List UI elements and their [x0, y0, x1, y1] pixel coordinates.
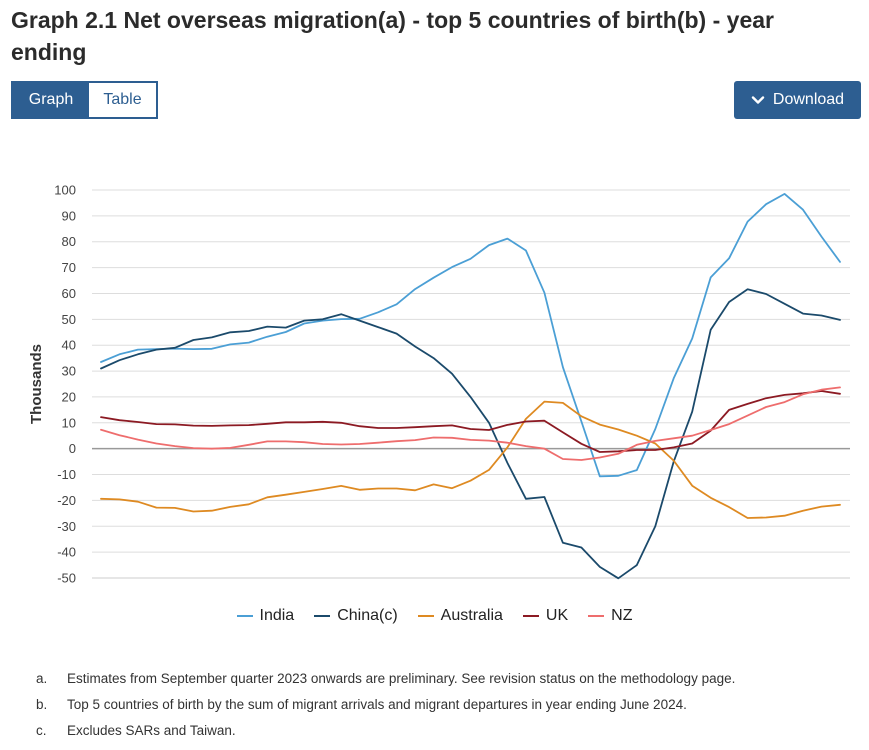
y-tick-label: -20 [57, 493, 76, 508]
legend-item-china[interactable]: China(c) [314, 607, 398, 625]
y-axis-label: Thousands [28, 344, 45, 424]
graph-tab[interactable]: Graph [13, 83, 89, 117]
footnote-c: c. Excludes SARs and Taiwan. [36, 722, 735, 748]
legend-item-india[interactable]: India [236, 607, 295, 625]
x-tick-label: Jun-22 [672, 588, 712, 590]
series-line-nz [100, 386, 841, 461]
footnote-b: b. Top 5 countries of birth by the sum o… [36, 696, 735, 722]
y-tick-label: -10 [57, 467, 76, 482]
legend-item-nz[interactable]: NZ [588, 607, 632, 625]
y-tick-label: -50 [57, 571, 76, 586]
table-tab[interactable]: Table [89, 83, 156, 117]
view-toggle: Graph Table [11, 81, 158, 119]
y-tick-label: 80 [62, 234, 76, 249]
y-tick-label: -40 [57, 545, 76, 560]
legend-label-india: India [259, 607, 295, 624]
line-chart: 1009080706050403020100-10-20-30-40-50Jun… [28, 183, 860, 591]
page-title: Graph 2.1 Net overseas migration(a) - to… [11, 7, 774, 65]
series-line-china-c [100, 288, 841, 580]
legend-swatch-nz [588, 615, 605, 617]
footnote-text: Top 5 countries of birth by the sum of m… [67, 697, 687, 712]
series-line-australia [100, 400, 841, 519]
series-line-uk [100, 390, 841, 453]
download-label: Download [772, 91, 845, 108]
legend-label-nz: NZ [611, 607, 633, 624]
x-tick-label: Jun-20 [525, 588, 565, 590]
x-tick-label: Jun-14 [81, 588, 121, 590]
download-button[interactable]: Download [734, 81, 861, 119]
y-tick-label: 30 [62, 364, 76, 379]
y-tick-label: -30 [57, 519, 76, 534]
legend-label-china: China(c) [337, 607, 398, 624]
footnotes: a. Estimates from September quarter 2023… [36, 670, 735, 748]
y-tick-label: 50 [62, 312, 76, 327]
legend-swatch-india [236, 615, 253, 617]
footnote-marker: a. [36, 671, 48, 686]
footnote-a: a. Estimates from September quarter 2023… [36, 670, 735, 696]
x-tick-label: Jun-18 [377, 588, 417, 590]
y-tick-label: 100 [54, 183, 76, 198]
legend-swatch-australia [417, 615, 434, 617]
y-tick-label: 10 [62, 415, 76, 430]
legend-label-australia: Australia [440, 607, 503, 624]
footnote-text: Estimates from September quarter 2023 on… [67, 671, 736, 686]
chevron-down-icon [751, 96, 765, 104]
legend-label-uk: UK [545, 607, 569, 624]
legend-swatch-uk [522, 615, 539, 617]
x-tick-label: Jun-16 [229, 588, 269, 590]
y-tick-label: 70 [62, 260, 76, 275]
legend-item-uk[interactable]: UK [522, 607, 569, 625]
footnote-marker: c. [36, 723, 47, 738]
series-line-india [100, 193, 841, 478]
y-tick-label: 90 [62, 208, 76, 223]
legend-item-australia[interactable]: Australia [417, 607, 503, 625]
chart-legend: India China(c) Australia UK NZ [0, 607, 869, 625]
footnote-text: Excludes SARs and Taiwan. [67, 723, 236, 738]
legend-swatch-china [314, 615, 331, 617]
y-tick-label: 60 [62, 286, 76, 301]
y-tick-label: 20 [62, 389, 76, 404]
y-tick-label: 40 [62, 338, 76, 353]
x-tick-label: Jun-24 [820, 588, 860, 590]
footnote-marker: b. [36, 697, 48, 712]
y-tick-label: 0 [69, 441, 76, 456]
